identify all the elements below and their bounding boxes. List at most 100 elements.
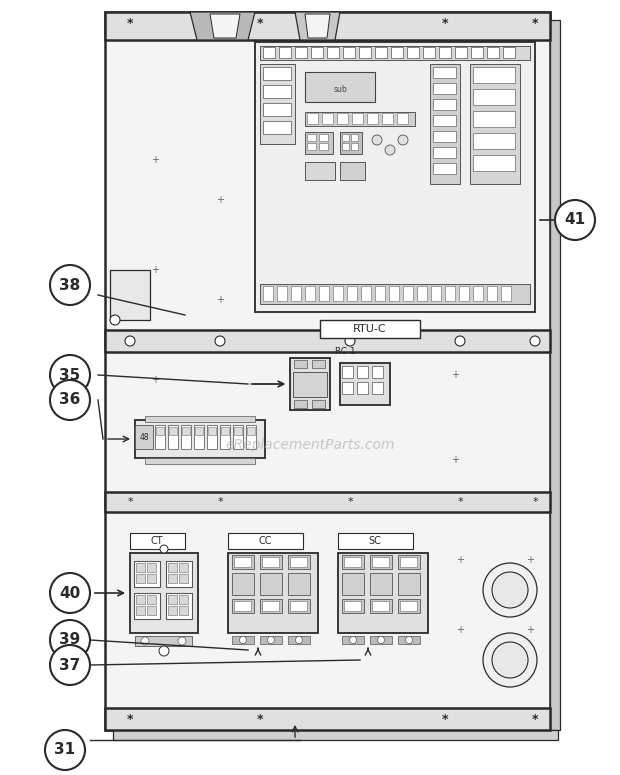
Text: RTU-C: RTU-C — [353, 324, 387, 334]
Text: 39: 39 — [60, 632, 81, 647]
Bar — [473, 286, 483, 301]
Bar — [232, 555, 254, 569]
Bar — [375, 47, 387, 58]
Bar — [473, 133, 515, 149]
Bar — [431, 286, 441, 301]
Bar — [398, 599, 420, 613]
Bar — [372, 557, 389, 567]
Bar — [340, 132, 362, 154]
Bar — [290, 358, 330, 410]
Bar — [262, 601, 279, 611]
Bar — [357, 382, 368, 394]
Circle shape — [50, 355, 90, 395]
Bar — [136, 606, 145, 615]
Bar — [168, 606, 177, 615]
Bar — [105, 708, 550, 730]
Bar — [312, 360, 325, 368]
Bar — [333, 286, 343, 301]
Text: +: + — [216, 295, 224, 305]
Bar — [433, 67, 456, 78]
Circle shape — [483, 633, 537, 687]
Bar — [181, 425, 191, 449]
Bar — [389, 286, 399, 301]
Circle shape — [50, 645, 90, 685]
Bar — [156, 427, 164, 435]
Bar — [305, 112, 415, 126]
Circle shape — [50, 573, 90, 613]
Circle shape — [160, 545, 168, 553]
Bar — [433, 163, 456, 174]
Bar — [221, 427, 229, 435]
Bar — [400, 601, 417, 611]
Text: +: + — [451, 455, 459, 465]
Text: +: + — [151, 265, 159, 275]
Text: SC: SC — [368, 536, 381, 546]
Bar — [136, 563, 145, 572]
Bar — [327, 47, 339, 58]
Bar — [473, 155, 515, 171]
Bar — [147, 606, 156, 615]
Bar — [319, 286, 329, 301]
Bar — [342, 382, 353, 394]
Bar — [473, 89, 515, 105]
Bar — [340, 162, 365, 180]
Circle shape — [50, 380, 90, 420]
Bar — [155, 425, 165, 449]
Circle shape — [385, 145, 395, 155]
Bar — [487, 286, 497, 301]
Circle shape — [141, 637, 149, 645]
Bar — [263, 286, 273, 301]
Text: +: + — [456, 625, 464, 635]
Text: *: * — [126, 714, 133, 726]
Bar — [342, 555, 364, 569]
Circle shape — [50, 620, 90, 660]
Circle shape — [215, 336, 225, 346]
Circle shape — [455, 336, 465, 346]
Circle shape — [398, 135, 408, 145]
Bar — [105, 492, 550, 512]
Bar — [294, 360, 307, 368]
Bar — [359, 47, 371, 58]
Bar — [136, 574, 145, 583]
Bar — [305, 162, 335, 180]
Bar — [228, 553, 318, 633]
Text: *: * — [532, 714, 538, 726]
Bar — [352, 113, 363, 124]
Bar — [220, 425, 230, 449]
Bar — [179, 606, 188, 615]
Bar — [105, 12, 550, 730]
Bar — [136, 595, 145, 604]
Bar — [113, 730, 558, 740]
Text: *: * — [257, 714, 264, 726]
Circle shape — [267, 636, 275, 643]
Bar — [322, 113, 333, 124]
Bar — [357, 366, 368, 378]
Text: CT: CT — [151, 536, 163, 546]
Bar — [260, 64, 295, 144]
Bar — [263, 47, 275, 58]
Bar — [398, 573, 420, 595]
Bar — [130, 533, 185, 549]
Bar — [445, 286, 455, 301]
Bar — [351, 143, 358, 150]
Bar — [433, 147, 456, 158]
Bar — [344, 601, 361, 611]
Bar — [179, 595, 188, 604]
Bar — [130, 553, 198, 633]
Bar — [135, 420, 265, 458]
Circle shape — [372, 135, 382, 145]
Bar — [337, 113, 348, 124]
Bar — [147, 563, 156, 572]
Text: *: * — [441, 714, 448, 726]
Circle shape — [45, 730, 85, 770]
Bar — [134, 593, 160, 619]
Bar — [459, 286, 469, 301]
Bar — [503, 47, 515, 58]
Bar — [260, 636, 282, 644]
Bar — [279, 47, 291, 58]
Text: sub: sub — [333, 84, 347, 94]
Text: +: + — [451, 370, 459, 380]
Bar — [208, 427, 216, 435]
Bar — [370, 555, 392, 569]
Circle shape — [350, 636, 356, 643]
